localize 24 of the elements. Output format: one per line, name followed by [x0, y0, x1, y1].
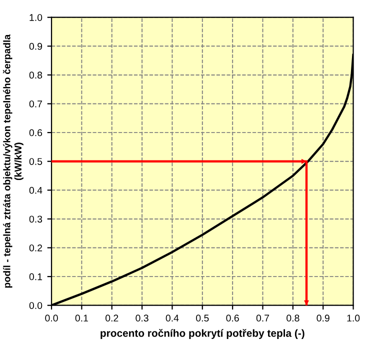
y-tick-label: 1.0	[30, 14, 42, 21]
x-tick-label: 0.4	[166, 314, 179, 322]
x-tick-label: 0.7	[256, 314, 270, 322]
y-tick-label: 0.1	[29, 273, 42, 280]
y-tick-label: 0.5	[29, 158, 42, 165]
x-axis-title: procento ročního pokrytí potřeby tepla (-)	[100, 329, 304, 339]
x-tick-label: 0.5	[196, 314, 209, 322]
x-tick-label: 0.6	[226, 314, 239, 322]
y-tick-label: 0.3	[29, 216, 42, 223]
y-tick-label: 0.2	[29, 244, 42, 252]
x-tick-label: 0.8	[286, 314, 300, 322]
y-tick-label: 0.6	[29, 129, 42, 136]
x-tick-label: 0.0	[45, 314, 58, 322]
y-axis-title: podíl - tepelná ztráta objektu/výkon tepelného čerpadla (kW/kW)	[2, 34, 24, 288]
x-tick-label: 0.3	[136, 314, 148, 322]
y-tick-label: 0.9	[29, 42, 42, 50]
x-tick-label: 0.1	[75, 314, 88, 322]
x-tick-label: 0.9	[316, 314, 330, 322]
y-tick-label: 0.7	[29, 100, 42, 108]
y-tick-label: 0.8	[29, 72, 42, 79]
y-tick-label: 0.4	[29, 186, 42, 194]
x-tick-label: 0.2	[105, 314, 118, 322]
x-tick-label: 1.0	[347, 314, 360, 322]
y-tick-label: 0.0	[29, 302, 42, 309]
